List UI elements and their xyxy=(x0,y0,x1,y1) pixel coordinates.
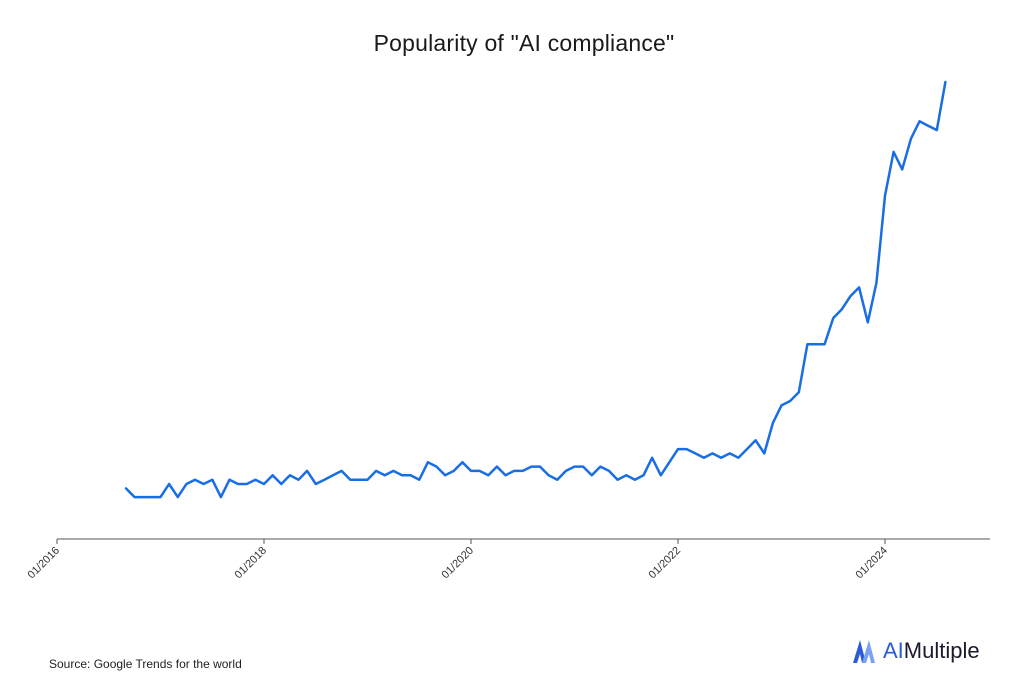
brand-name-suffix: Multiple xyxy=(903,638,980,663)
chart-title: Popularity of "AI compliance" xyxy=(373,30,675,56)
x-tick-label: 01/2018 xyxy=(233,545,270,582)
x-axis-ticks: 01/2016 01/2018 01/2020 01/2022 01/2024 xyxy=(26,539,891,582)
x-tick-label: 01/2024 xyxy=(854,545,891,582)
aimultiple-logo-icon xyxy=(853,640,875,663)
series-group xyxy=(124,80,947,499)
brand-logo: AIMultiple xyxy=(851,637,980,665)
source-note: Source: Google Trends for the world xyxy=(49,657,242,671)
series-line xyxy=(124,80,947,499)
brand-name: AIMultiple xyxy=(883,638,980,664)
brand-name-prefix: AI xyxy=(883,638,904,663)
x-tick-label: 01/2020 xyxy=(440,545,477,582)
x-tick-label: 01/2016 xyxy=(26,545,63,582)
x-tick-label: 01/2022 xyxy=(647,545,684,582)
